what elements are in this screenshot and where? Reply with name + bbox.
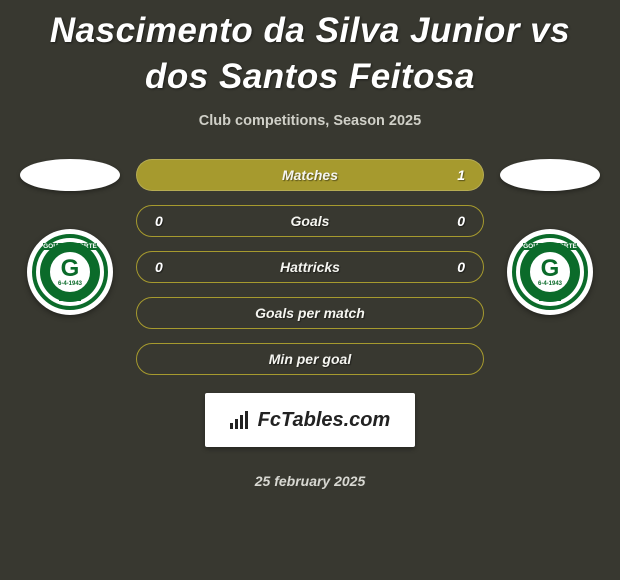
fctables-logo: FcTables.com (205, 393, 415, 447)
header: Nascimento da Silva Junior vs dos Santos… (0, 0, 620, 129)
stat-label: Goals (189, 213, 431, 229)
stats-column: Matches10Goals00Hattricks0Goals per matc… (125, 159, 495, 489)
stat-row: Min per goal (136, 343, 484, 375)
stat-row: 0Hattricks0 (136, 251, 484, 283)
right-player-column: GOIÁS ESPORTE G 6-4-1943 CLUBE (495, 159, 605, 315)
stat-label: Min per goal (189, 351, 431, 367)
right-team-crest: GOIÁS ESPORTE G 6-4-1943 CLUBE (507, 229, 593, 315)
stat-right-value: 0 (431, 213, 465, 229)
stat-row: Goals per match (136, 297, 484, 329)
stat-left-value: 0 (155, 213, 189, 229)
crest-ring: GOIÁS ESPORTE G 6-4-1943 CLUBE (512, 234, 588, 310)
stat-label: Goals per match (189, 305, 431, 321)
footer-date: 25 february 2025 (255, 473, 366, 489)
stat-right-value: 0 (431, 259, 465, 275)
stat-row: 0Goals0 (136, 205, 484, 237)
crest-inner: G 6-4-1943 (48, 250, 92, 294)
logo-text: FcTables.com (258, 409, 391, 432)
stat-label: Hattricks (189, 259, 431, 275)
crest-letter: G (61, 257, 80, 281)
left-team-crest: GOIÁS ESPORTE G 6-4-1943 CLUBE (27, 229, 113, 315)
page-subtitle: Club competitions, Season 2025 (20, 113, 600, 129)
right-flag-placeholder (500, 159, 600, 191)
page-title: Nascimento da Silva Junior vs dos Santos… (20, 8, 600, 99)
left-player-column: GOIÁS ESPORTE G 6-4-1943 CLUBE (15, 159, 125, 315)
stat-row: Matches1 (136, 159, 484, 191)
stat-label: Matches (189, 167, 431, 183)
crest-date: 6-4-1943 (538, 281, 562, 287)
left-flag-placeholder (20, 159, 120, 191)
chart-icon (230, 411, 252, 429)
crest-ring: GOIÁS ESPORTE G 6-4-1943 CLUBE (32, 234, 108, 310)
crest-letter: G (541, 257, 560, 281)
crest-inner: G 6-4-1943 (528, 250, 572, 294)
comparison-body: GOIÁS ESPORTE G 6-4-1943 CLUBE Matches1 0… (0, 159, 620, 489)
stat-right-value: 1 (431, 167, 465, 183)
stat-left-value: 0 (155, 259, 189, 275)
crest-date: 6-4-1943 (58, 281, 82, 287)
